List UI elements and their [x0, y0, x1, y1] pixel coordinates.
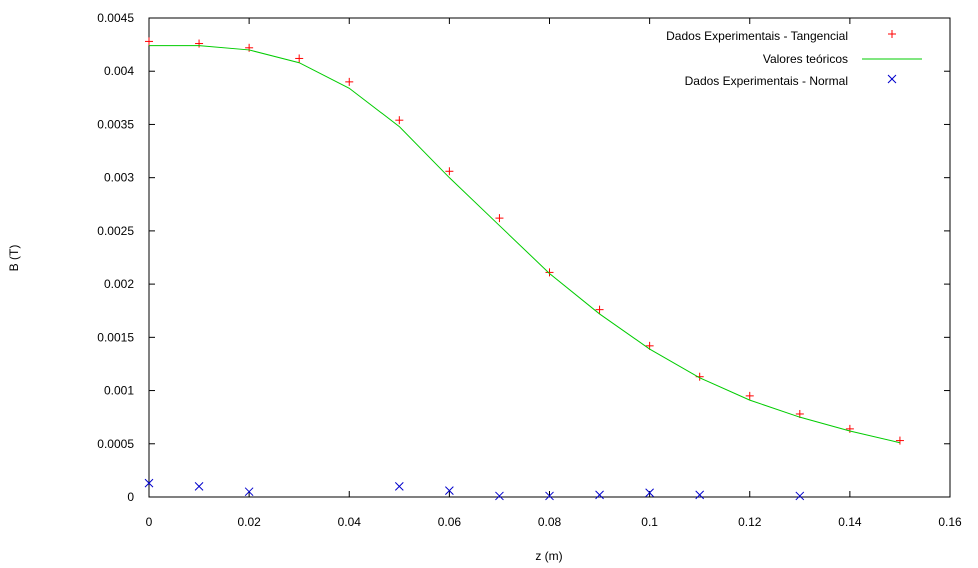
tangential-point: [495, 214, 504, 223]
y-axis-label: B (T): [7, 245, 21, 272]
normal-point-d2: [194, 482, 204, 491]
normal-point-d2: [445, 486, 454, 495]
legend-label: Dados Experimentais - Normal: [685, 74, 848, 88]
tangential-point: [245, 43, 254, 52]
series-line-theoretical: [149, 45, 901, 444]
y-tick-label: 0.0035: [97, 117, 134, 131]
y-tick-label: 0.001: [104, 384, 134, 398]
y-tick-label: 0.002: [104, 277, 134, 291]
normal-point: [244, 487, 254, 497]
y-tick-label: 0.0015: [97, 330, 134, 344]
tangential-point: [595, 305, 604, 314]
tangential-point: [145, 37, 153, 46]
x-tick-label: 0.1: [641, 515, 658, 529]
tangential-point: [345, 77, 354, 86]
normal-point-d2: [645, 488, 654, 498]
y-tick-label: 0.0005: [97, 437, 134, 451]
x-tick-label: 0.16: [938, 515, 962, 529]
normal-point: [695, 490, 705, 500]
series-layer: [144, 37, 904, 501]
x-axis-label: z (m): [535, 549, 562, 563]
normal-point: [194, 482, 204, 491]
legend: Dados Experimentais - Tangencial Valores …: [666, 29, 922, 88]
normal-point: [394, 482, 404, 491]
legend-swatch-marker: [888, 30, 896, 38]
tangential-point: [195, 39, 204, 48]
tangential-point: [895, 436, 904, 445]
y-tick-label: 0.004: [104, 64, 134, 78]
normal-point-d2: [244, 487, 254, 497]
legend-swatch-marker-d2: [887, 74, 897, 84]
normal-point-d2: [695, 490, 705, 500]
normal-point: [595, 490, 604, 500]
normal-point-d2: [495, 491, 504, 501]
y-tick-label: 0: [127, 490, 134, 504]
normal-point: [645, 488, 654, 498]
y-axis: 0 0.0005 0.001 0.0015 0.002 0.0025 0.003 0.0035…: [97, 11, 950, 504]
legend-label: Valores teóricos: [763, 52, 848, 66]
x-tick-label: 0.12: [738, 515, 762, 529]
normal-point: [495, 491, 504, 501]
y-tick-label: 0.0045: [97, 11, 134, 25]
x-tick-label: 0.02: [237, 515, 261, 529]
normal-point-d2: [595, 490, 604, 500]
x-tick-label: 0.14: [838, 515, 862, 529]
normal-point: [144, 478, 154, 488]
normal-point: [445, 486, 454, 495]
tangential-point: [545, 268, 554, 277]
tangential-point: [395, 116, 404, 125]
tangential-point: [445, 167, 454, 176]
x-tick-label: 0.06: [438, 515, 462, 529]
y-tick-label: 0.0025: [97, 224, 134, 238]
x-tick-label: 0: [146, 515, 153, 529]
normal-point-d2: [394, 482, 404, 491]
normal-point-d2: [795, 491, 805, 501]
x-tick-label: 0.04: [338, 515, 362, 529]
normal-point-d2: [144, 478, 154, 488]
normal-point-d2: [545, 491, 554, 501]
normal-point: [545, 491, 554, 501]
normal-point: [795, 491, 805, 501]
tangential-point: [845, 424, 854, 433]
legend-swatch-marker: [887, 74, 897, 84]
x-axis: 0 0.02 0.04 0.06 0.08 0.1 0.12 0.14 0.16: [146, 18, 962, 529]
tangential-point: [745, 391, 754, 400]
tangential-point: [295, 54, 304, 63]
x-tick-label: 0.08: [538, 515, 562, 529]
legend-label: Dados Experimentais - Tangencial: [666, 29, 848, 43]
y-tick-label: 0.003: [104, 171, 134, 185]
